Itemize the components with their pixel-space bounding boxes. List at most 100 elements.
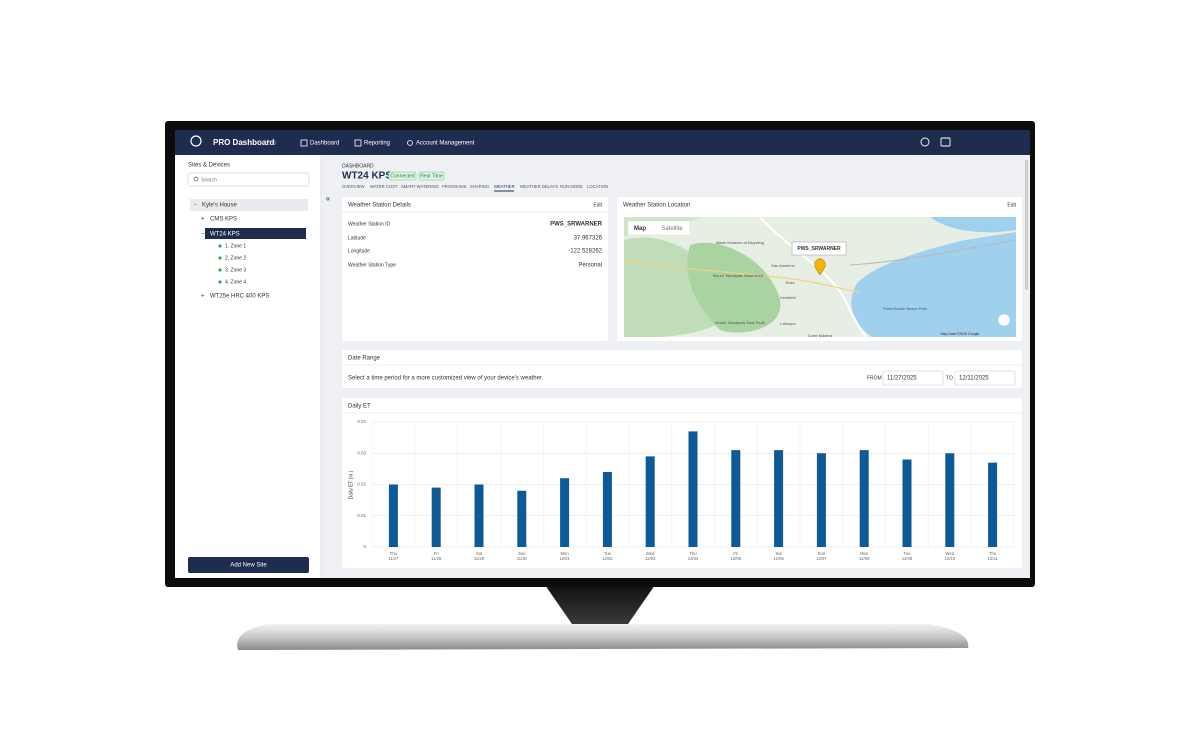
map-tab[interactable]: Satellite [661, 226, 683, 232]
detail-label: Latitude [348, 235, 366, 241]
button-label: Add New Site [230, 563, 267, 569]
edit-link[interactable]: Edit [1007, 202, 1016, 208]
map-water [930, 217, 1016, 233]
to-input[interactable] [954, 370, 1016, 386]
y-tick-label: 0.04 [357, 419, 366, 424]
tab[interactable]: WEATHER [494, 184, 515, 189]
search-icon [193, 176, 199, 182]
device-selected[interactable] [205, 228, 306, 239]
search-box[interactable] [187, 172, 310, 187]
x-tick-label: Sat 12/06 [773, 551, 784, 561]
x-tick-label: Wed 12/03 [645, 551, 656, 561]
map-locate[interactable] [997, 313, 1011, 327]
x-tick-label: Mon 12/08 [859, 551, 870, 561]
zone-name[interactable]: 3. Zone 3 [225, 267, 246, 273]
inbox-icon[interactable] [940, 137, 951, 147]
tab[interactable]: PROGRAMS [442, 184, 467, 189]
card-title: Weather Station Details [348, 203, 411, 209]
x-tick-label: Sun 11/30 [517, 551, 528, 561]
bar [517, 490, 527, 547]
card-title: Date Range [348, 356, 381, 362]
x-tick-label: Wed 12/10 [945, 551, 956, 561]
help-icon[interactable] [920, 137, 930, 147]
bar [388, 484, 398, 547]
x-tick-label: Tue 12/02 [602, 551, 613, 561]
device-name[interactable]: CMS KPS [210, 217, 237, 223]
map-marker[interactable] [814, 258, 826, 276]
map-place: Marin Museum of Bicycling [716, 240, 764, 245]
map-type-toggle[interactable] [627, 220, 691, 236]
bar [774, 450, 784, 547]
x-tick-label: Thu 12/11 [988, 551, 999, 561]
bar [645, 456, 655, 547]
tab[interactable]: WATER COST [370, 184, 398, 189]
search-placeholder: Search [201, 177, 217, 183]
detail-label: Weather Station Type [348, 262, 396, 268]
device-name[interactable]: WT25e HRC 400 KPS [210, 294, 269, 300]
tab[interactable]: OVERVIEW [342, 184, 365, 189]
tab[interactable]: RUN MODE [560, 184, 583, 189]
y-tick-label: 0.03 [357, 450, 366, 455]
map-road [624, 259, 861, 293]
collapse-button[interactable]: « [326, 194, 331, 203]
bar [602, 472, 612, 547]
from-value: 11/27/2025 [887, 376, 917, 382]
nav-icon [354, 139, 362, 147]
map-place: Corte Madera [808, 333, 833, 338]
bar [688, 431, 698, 547]
y-tick-label: 0.02 [357, 482, 366, 487]
nav-item[interactable]: Dashboard [310, 141, 339, 147]
logo [190, 135, 202, 147]
badge [388, 171, 417, 181]
detail-value: 37.967326 [574, 236, 603, 242]
map-place: Mount Tamalpais East Peak [715, 320, 765, 325]
bar [731, 450, 741, 547]
tab[interactable]: WEATHER DELAYS [520, 184, 558, 189]
from-input[interactable] [882, 370, 944, 386]
map-tab[interactable]: Map [634, 226, 646, 232]
y-tick-label: 0 [363, 544, 366, 549]
detail-value: -122.528262 [568, 249, 602, 255]
zone-name[interactable]: 2. Zone 2 [225, 255, 246, 261]
map[interactable]: Map Satellite Marin Museum of Bicycling M… [624, 217, 1016, 338]
tab[interactable]: LOCATION [587, 184, 608, 189]
bar [859, 450, 869, 547]
zone-icon [218, 244, 222, 248]
from-label: FROM [867, 375, 882, 381]
nav-item[interactable]: Account Management [416, 141, 475, 147]
nav-icon [300, 139, 308, 147]
edit-link[interactable]: Edit [593, 202, 602, 208]
date-card [342, 350, 1022, 388]
bar [945, 453, 955, 547]
top-nav: PRO Dashboard 2.0 Dashboard Reporting Ac… [175, 130, 1030, 155]
marker-label-box [791, 241, 847, 256]
detail-label: Weather Station ID [348, 221, 391, 227]
map-place: Kentfield [780, 295, 796, 300]
device-name[interactable]: WT24 KPS [210, 232, 240, 238]
card-title: Weather Station Location [623, 203, 690, 209]
device-toggle: + [201, 294, 205, 300]
nav-bar [175, 130, 1030, 155]
tab[interactable]: SHARING [470, 184, 489, 189]
zone-icon [218, 280, 222, 284]
device-toggle: + [201, 217, 205, 223]
to-label: TO [946, 375, 953, 381]
map-place: Mount Tamalpais Watershed [713, 273, 763, 278]
zone-name[interactable]: 1. Zone 1 [225, 243, 246, 249]
site-row[interactable] [190, 199, 308, 211]
to-value: 12/11/2025 [959, 376, 989, 382]
page-title: WT24 KPS [342, 171, 392, 182]
version: 2.0 [266, 140, 276, 147]
map-park [687, 242, 781, 333]
marker-label: PWS_SRWARNER [797, 246, 841, 252]
map-place: Ross [785, 280, 794, 285]
add-site-button[interactable] [188, 557, 309, 573]
map-bridge [849, 239, 1016, 266]
x-tick-label: Mon 12/01 [559, 551, 570, 561]
nav-icon [407, 140, 413, 146]
nav-item[interactable]: Reporting [364, 141, 390, 147]
detail-value: PWS_SRWARNER [550, 222, 603, 228]
tab[interactable]: SMART WATERING [401, 184, 439, 189]
map-attribution: Map Data ©2025 Google [941, 332, 980, 336]
zone-name[interactable]: 4. Zone 4 [225, 279, 246, 285]
